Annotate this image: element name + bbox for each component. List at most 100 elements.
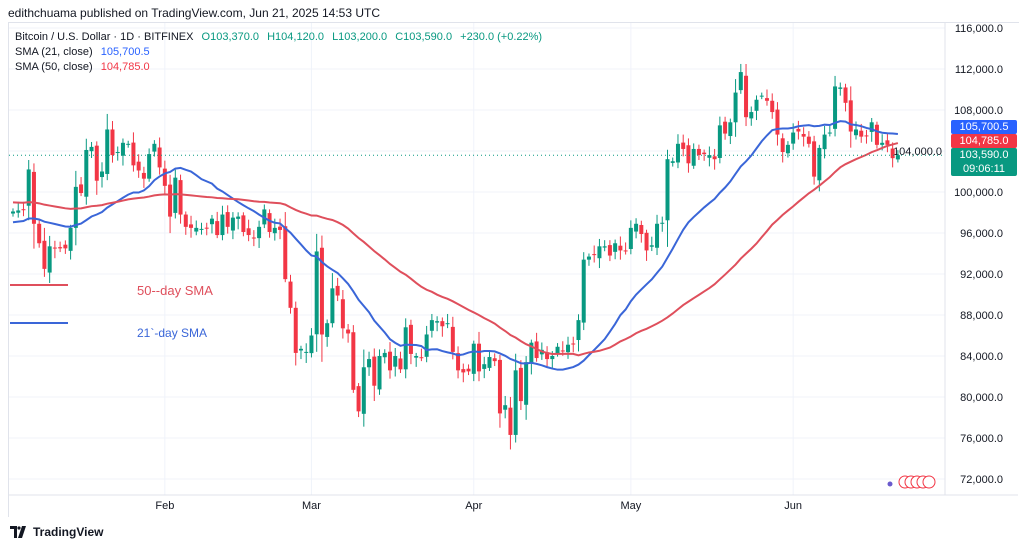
candle [251,230,256,247]
candle-body [157,147,162,168]
ohlc-low: L103,200.0 [332,31,388,43]
sma21-annotation: 21`-day SMA [137,326,208,340]
candle [503,395,508,419]
candle-body [613,243,618,252]
tradingview-logo-icon [10,526,26,538]
candle [827,125,832,137]
candle-body [68,227,73,251]
candle [775,102,780,146]
candle-body [723,121,728,134]
candle-body [278,226,283,230]
candle-body [686,145,691,164]
candle-body [26,169,31,206]
candle-body [681,142,686,149]
candle [382,349,387,364]
candle [278,218,283,240]
candle [660,216,665,232]
candle-body [37,223,42,244]
candle [749,106,754,126]
candle [717,116,722,164]
sma21-legend[interactable]: SMA (21, close) 105,700.5 [15,46,155,58]
candle-body [456,353,461,371]
candle [52,240,57,259]
candle [723,116,728,140]
candle-body [812,141,817,177]
candle-body [183,214,188,227]
candle-body [367,359,372,368]
x-tick-label: Jun [784,500,802,512]
candle [696,144,701,161]
candle-body [607,245,612,256]
candle [335,277,340,302]
candle-body [272,227,277,234]
candle-body [215,221,220,236]
candle-body [733,92,738,123]
sma50-legend[interactable]: SMA (50, close) 104,785.0 [15,61,155,73]
candle-body [330,288,335,324]
candle-body [257,226,262,239]
candle [126,140,131,148]
candle [293,301,298,366]
candle-body [744,75,749,118]
candle [340,290,345,339]
sma21-legend-value: 105,700.5 [100,46,150,58]
candle [665,149,670,247]
candle-body [749,112,754,119]
candle-body [890,148,895,159]
candle-body [131,142,136,166]
sma50-line [12,142,899,357]
candle [806,131,811,148]
candle-body [874,124,879,145]
candle-body [304,351,309,353]
candle-body [503,405,508,410]
candle-body [220,214,225,236]
candle-body [655,223,660,248]
candle-body [89,146,94,152]
candle [618,236,623,260]
candle [398,351,403,374]
candle [848,86,853,148]
y-tick-label: 108,000.0 [954,105,1003,117]
candle [482,356,487,379]
candle [225,205,230,234]
candle [675,134,680,169]
candle [466,364,471,376]
y-tick-label: 112,000.0 [955,64,1003,76]
candle [189,215,194,238]
tradingview-logo[interactable]: TradingView [10,525,103,539]
candle-body [419,357,424,359]
candle-body [403,327,408,370]
candle [215,211,220,239]
candle [288,274,293,314]
candle-body [58,247,63,249]
y-tick-label: 100,000.0 [954,187,1003,199]
symbol-legend: Bitcoin / U.S. Dollar · 1D · BITFINEX O1… [15,31,547,43]
candle [838,82,843,96]
candle-body [513,370,518,435]
candle-body [780,138,785,153]
event-badge-icon [922,475,936,489]
candle-body [162,168,167,186]
candle [754,95,759,121]
publisher-line: edithchuama published on TradingView.com… [8,6,381,20]
bar-countdown: 09:06:11 [962,163,1005,175]
candle-body [477,343,482,372]
candle-body [408,324,413,354]
candle-body [833,86,838,129]
candle-body [707,155,712,158]
candle-body [848,100,853,132]
candle-body [524,362,529,405]
candle [670,157,675,167]
candle-body [702,152,707,155]
candle [100,162,105,188]
candle-body [696,148,701,156]
candle-body [586,256,591,260]
candle [733,79,738,137]
candle [94,141,99,195]
candle [597,238,602,269]
candle [592,245,597,263]
sma50-legend-label: SMA (50, close) [15,61,93,73]
candle [770,93,775,119]
candle [319,235,324,362]
